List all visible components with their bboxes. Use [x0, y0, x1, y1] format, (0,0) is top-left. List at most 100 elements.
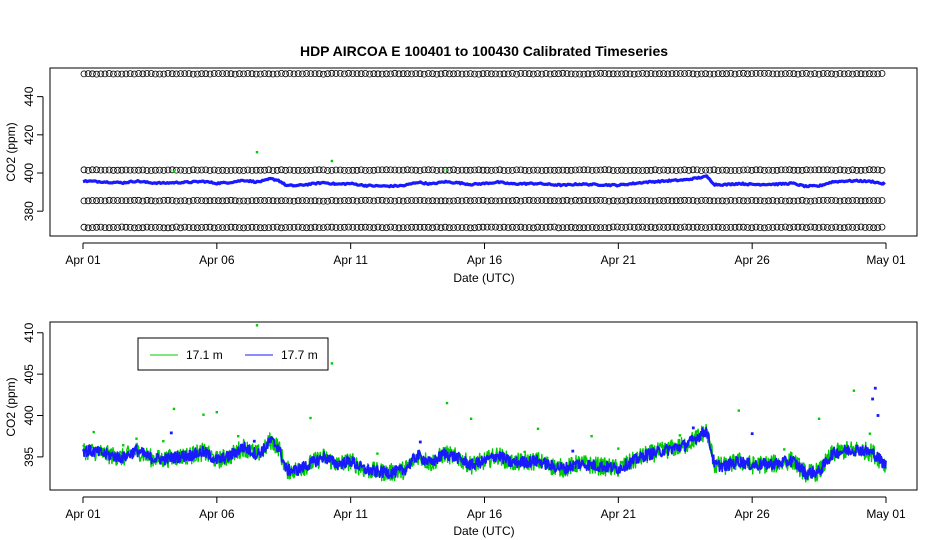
band-point	[403, 166, 411, 174]
band-point	[584, 224, 592, 232]
band-point	[517, 197, 525, 205]
band-point	[361, 223, 369, 231]
band-point	[429, 166, 437, 174]
band-point	[429, 197, 437, 205]
band-point	[706, 166, 714, 174]
band-point	[101, 166, 109, 174]
band-point	[130, 196, 138, 204]
band-point	[731, 70, 739, 78]
band-point	[614, 223, 621, 231]
band-point	[761, 197, 768, 205]
band-point	[777, 166, 785, 174]
band-point	[475, 166, 483, 174]
band-point	[399, 197, 407, 205]
band-point	[345, 69, 353, 77]
band-point	[748, 196, 756, 204]
band-point	[433, 70, 441, 78]
outlier-17-1m	[122, 444, 125, 447]
band-point	[601, 166, 609, 174]
band-point	[513, 166, 520, 174]
band-point	[324, 223, 332, 231]
band-point	[584, 166, 592, 174]
band-point	[534, 166, 541, 174]
band-point	[794, 223, 802, 231]
band-point	[702, 224, 709, 232]
band-point	[530, 197, 537, 205]
band-point	[424, 197, 432, 205]
band-point	[487, 70, 495, 78]
band-point	[189, 224, 197, 232]
band-point	[114, 70, 121, 78]
band-point	[492, 197, 500, 205]
band-point	[639, 167, 646, 174]
band-point	[777, 70, 785, 78]
band-point	[315, 166, 323, 174]
outlier-17-1m	[309, 416, 312, 420]
band-point	[693, 197, 701, 205]
bottom-y-label: CO2 (ppm)	[4, 377, 18, 436]
band-point	[509, 223, 516, 231]
band-point	[412, 197, 420, 205]
band-point	[525, 167, 533, 174]
band-point	[828, 166, 835, 174]
band-point	[601, 224, 609, 232]
band-point	[93, 197, 100, 205]
band-point	[811, 223, 819, 231]
band-point	[618, 197, 625, 205]
band-point	[643, 166, 651, 174]
band-point	[416, 167, 424, 174]
band-point	[311, 223, 319, 231]
band-point	[290, 166, 298, 174]
band-point	[420, 197, 428, 205]
band-point	[101, 70, 109, 78]
band-point	[769, 70, 777, 78]
band-point	[811, 70, 819, 77]
band-point	[252, 223, 260, 231]
band-point	[240, 167, 248, 174]
band-point	[740, 197, 747, 205]
band-point	[332, 70, 340, 77]
band-point	[740, 69, 747, 77]
band-point	[202, 197, 210, 205]
top-y-label: CO2 (ppm)	[4, 122, 18, 181]
top-x-axis: Apr 01 Apr 06 Apr 11 Apr 16 Apr 21 Apr 26 May …	[65, 242, 906, 267]
band-point	[114, 166, 121, 174]
band-point	[416, 70, 424, 78]
band-point	[521, 224, 529, 232]
band-point	[290, 70, 298, 78]
band-point	[567, 197, 575, 205]
band-point	[277, 70, 285, 77]
band-point	[698, 70, 705, 78]
band-point	[803, 166, 810, 174]
band-point	[479, 70, 487, 78]
band-point	[378, 196, 386, 204]
band-point	[156, 166, 164, 174]
band-point	[723, 70, 730, 78]
band-point	[622, 167, 630, 174]
band-point	[324, 167, 332, 174]
band-point	[349, 223, 357, 231]
band-point	[139, 224, 147, 232]
band-point	[761, 70, 768, 77]
band-point	[458, 224, 466, 232]
band-point	[395, 224, 403, 232]
band-point	[80, 197, 88, 205]
outlier-17-1m	[523, 450, 526, 454]
x-tick-label: Apr 16	[467, 253, 503, 267]
band-point	[240, 224, 248, 232]
band-point	[471, 70, 479, 78]
band-point	[819, 166, 827, 174]
y-tick-label: 400	[22, 163, 36, 183]
band-point	[664, 223, 672, 231]
band-point	[782, 70, 789, 77]
band-point	[723, 166, 730, 174]
band-point	[277, 197, 285, 205]
band-point	[765, 70, 772, 77]
band-point	[832, 197, 840, 205]
band-point	[714, 70, 722, 77]
band-point	[521, 196, 529, 204]
band-point	[870, 166, 877, 174]
band-point	[126, 70, 134, 77]
band-point	[811, 197, 819, 205]
band-point	[727, 70, 735, 77]
